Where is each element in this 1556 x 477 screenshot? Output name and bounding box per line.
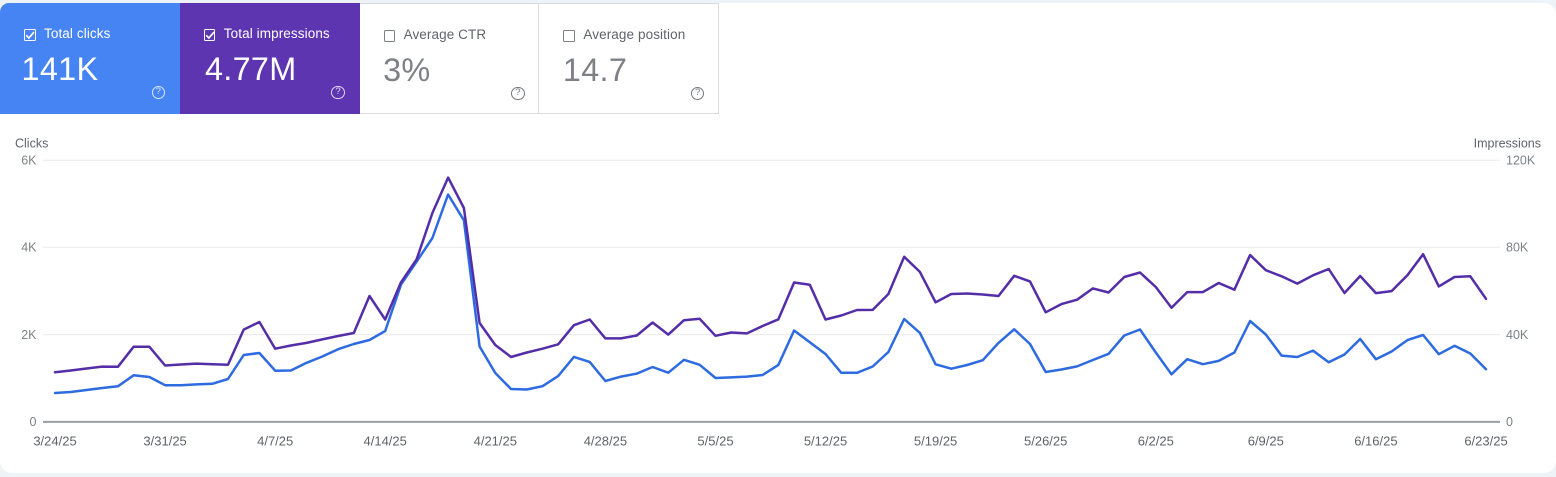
svg-text:3/24/25: 3/24/25 (33, 434, 76, 449)
svg-text:120K: 120K (1506, 154, 1536, 168)
svg-text:5/12/25: 5/12/25 (804, 434, 847, 449)
svg-text:6/9/25: 6/9/25 (1248, 434, 1284, 449)
svg-text:40K: 40K (1506, 328, 1529, 342)
svg-text:4/21/25: 4/21/25 (474, 434, 517, 449)
svg-text:4/28/25: 4/28/25 (584, 434, 627, 449)
svg-text:80K: 80K (1506, 241, 1529, 255)
svg-text:4/7/25: 4/7/25 (257, 434, 293, 449)
svg-text:6/2/25: 6/2/25 (1138, 434, 1174, 449)
svg-text:Impressions: Impressions (1474, 137, 1541, 151)
svg-text:4K: 4K (21, 241, 37, 255)
svg-text:6K: 6K (21, 154, 37, 168)
svg-text:6/16/25: 6/16/25 (1354, 434, 1397, 449)
svg-text:2K: 2K (21, 328, 37, 342)
svg-text:Clicks: Clicks (15, 137, 48, 151)
svg-text:5/19/25: 5/19/25 (914, 434, 957, 449)
svg-text:6/23/25: 6/23/25 (1464, 434, 1507, 449)
svg-text:3/31/25: 3/31/25 (143, 434, 186, 449)
svg-text:5/26/25: 5/26/25 (1024, 434, 1067, 449)
svg-text:0: 0 (1506, 415, 1513, 429)
svg-text:4/14/25: 4/14/25 (364, 434, 407, 449)
svg-text:0: 0 (30, 415, 37, 429)
svg-text:5/5/25: 5/5/25 (697, 434, 733, 449)
